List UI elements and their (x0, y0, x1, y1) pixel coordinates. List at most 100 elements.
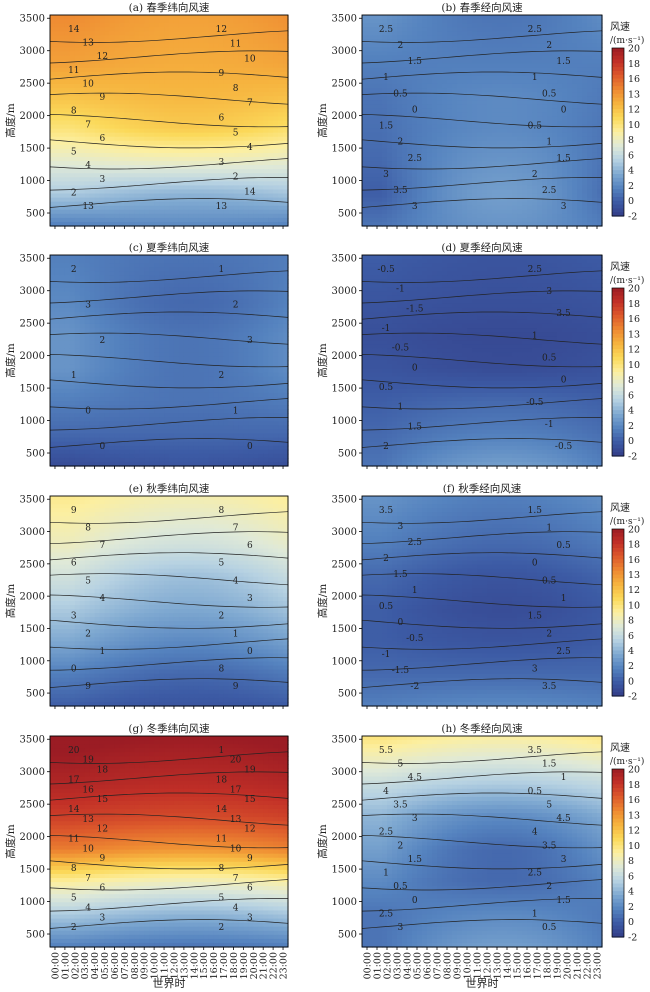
field-cell (597, 213, 603, 219)
field-cell (482, 132, 488, 138)
field-cell (427, 140, 433, 146)
field-cell (567, 59, 573, 65)
field-cell (59, 152, 66, 158)
field-cell (188, 209, 195, 215)
field-cell (203, 67, 210, 73)
field-cell (99, 59, 106, 65)
field-cell (407, 205, 413, 211)
field-cell (477, 79, 483, 85)
field-cell (114, 15, 121, 20)
field-cell (502, 71, 508, 77)
field-cell (173, 83, 180, 89)
field-cell (497, 100, 503, 105)
field-cell (193, 197, 200, 203)
field-cell (99, 120, 106, 126)
field-cell (154, 71, 160, 77)
field-cell (188, 132, 195, 138)
field-cell (532, 23, 538, 28)
field-cell (109, 181, 116, 187)
field-cell (547, 189, 553, 195)
field-cell (482, 108, 488, 113)
field-cell (59, 205, 66, 211)
field-cell (452, 75, 458, 81)
field-cell (218, 181, 225, 187)
field-cell (562, 144, 568, 150)
field-cell (188, 108, 195, 113)
field-cell (582, 47, 588, 53)
field-cell (462, 128, 468, 134)
field-cell (372, 43, 378, 49)
field-cell (377, 165, 383, 170)
field-cell (258, 177, 264, 182)
field-cell (218, 15, 225, 20)
field-cell (268, 201, 274, 207)
field-cell (79, 124, 86, 130)
field-cell (497, 63, 503, 69)
field-cell (417, 112, 423, 118)
field-cell (258, 31, 264, 36)
field-cell (507, 108, 513, 113)
field-cell (273, 51, 279, 57)
field-cell (54, 161, 61, 166)
field-cell (537, 79, 543, 85)
field-cell (198, 152, 205, 158)
field-cell (268, 205, 274, 211)
field-cell (462, 116, 468, 122)
field-cell (362, 157, 368, 162)
field-cell (228, 217, 235, 223)
field-cell (542, 128, 548, 134)
field-cell (218, 165, 225, 170)
field-cell (273, 67, 279, 73)
field-cell (159, 47, 165, 53)
field-cell (159, 39, 165, 45)
field-cell (462, 75, 468, 81)
field-cell (437, 120, 443, 126)
field-cell (154, 83, 160, 89)
field-cell (532, 55, 538, 61)
field-cell (74, 165, 81, 170)
contour-line (49, 92, 289, 105)
field-cell (253, 128, 259, 134)
field-cell (417, 165, 423, 170)
field-cell (54, 100, 61, 105)
field-cell (203, 120, 210, 126)
field-cell (278, 15, 284, 20)
field-cell (502, 31, 508, 36)
field-cell (542, 197, 548, 203)
field-cell (452, 120, 458, 126)
field-cell (442, 112, 448, 118)
field-cell (517, 177, 523, 182)
field-cell (248, 148, 254, 154)
field-cell (134, 63, 140, 69)
field-cell (437, 83, 443, 89)
field-cell (577, 15, 583, 20)
field-cell (263, 177, 269, 182)
field-cell (382, 213, 388, 219)
field-cell (64, 197, 71, 203)
field-cell (50, 116, 56, 122)
field-cell (382, 144, 388, 150)
field-cell (263, 79, 269, 85)
field-cell (154, 128, 160, 134)
field-cell (59, 55, 66, 61)
field-cell (547, 173, 553, 178)
field-cell (173, 132, 180, 138)
field-cell (54, 148, 61, 154)
field-cell (482, 104, 488, 109)
field-cell (233, 169, 240, 174)
field-cell (69, 193, 76, 199)
field-cell (273, 75, 279, 81)
field-cell (173, 75, 180, 81)
field-cell (114, 213, 121, 219)
field-cell (109, 96, 116, 101)
field-cell (69, 136, 76, 142)
field-cell (134, 132, 140, 138)
field-cell (542, 148, 548, 154)
field-cell (278, 112, 284, 118)
field-cell (562, 15, 568, 20)
field-cell (592, 96, 598, 101)
field-cell (447, 197, 453, 203)
field-cell (382, 100, 388, 105)
field-cell (283, 205, 289, 211)
field-cell (208, 124, 215, 130)
